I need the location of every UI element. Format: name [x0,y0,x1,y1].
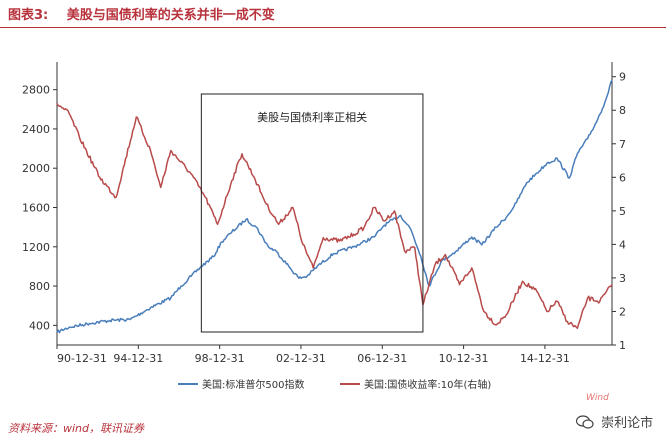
source-note: 资料来源：wind，联讯证券 [8,422,145,435]
right-axis: 1 2 3 4 5 6 7 8 9 [612,71,626,352]
left-tick-label: 800 [29,280,50,293]
wechat-icon [576,415,594,429]
x-tick-label: 14-12-31 [520,352,570,365]
wind-watermark: Wind [586,393,609,403]
left-tick-label: 2400 [22,123,50,136]
highlight-annotation: 美股与国债利率正相关 [257,110,367,124]
x-tick-label: 02-12-31 [276,352,326,365]
chart-frame [56,62,613,346]
title-divider [0,27,666,28]
x-tick-label: 94-12-31 [113,352,163,365]
right-tick-label: 6 [619,171,626,184]
highlight-box [200,93,424,333]
x-tick-label: 90-12-31 [57,352,107,365]
legend-label-sp500: 美国:标准普尔500指数 [202,378,304,391]
account-name: 崇利论市 [601,416,654,431]
left-tick-label: 400 [29,319,50,332]
figure-title-text: 美股与国债利率的关系并非一成不变 [66,8,275,23]
left-tick-label: 2000 [22,162,50,175]
series-layer [56,79,613,334]
left-tick-label: 2800 [22,84,50,97]
x-tick-label: 10-12-31 [439,352,489,365]
highlight-layer: 美股与国债利率正相关 [200,93,424,333]
right-tick-label: 7 [619,138,626,151]
x-axis: 90-12-31 94-12-31 98-12-31 02-12-31 06-12-31… [56,345,570,365]
right-tick-label: 3 [619,272,626,285]
x-tick-label: 98-12-31 [195,352,245,365]
right-tick-label: 8 [619,104,626,117]
figure-title: 图表3: 美股与国债利率的关系并非一成不变 [8,4,275,23]
right-tick-label: 5 [619,205,626,218]
sp500-series-line [56,79,613,334]
left-axis: 400 800 1200 1600 2000 2400 2800 [22,84,57,332]
right-tick-label: 1 [619,339,626,352]
legend-label-treasury-yield: 美国:国债收益率:10年(右轴) [364,378,491,391]
figure-number: 图表3: [8,8,49,23]
left-tick-label: 1200 [22,241,50,254]
account-watermark: 崇利论市 [576,412,653,431]
legend: 美国:标准普尔500指数 美国:国债收益率:10年(右轴) [178,378,491,391]
right-tick-label: 2 [619,305,626,318]
x-tick-label: 06-12-31 [357,352,407,365]
right-tick-label: 9 [619,71,626,84]
treasury-yield-series-line [56,103,613,329]
right-tick-label: 4 [619,238,626,251]
left-tick-label: 1600 [22,202,50,215]
